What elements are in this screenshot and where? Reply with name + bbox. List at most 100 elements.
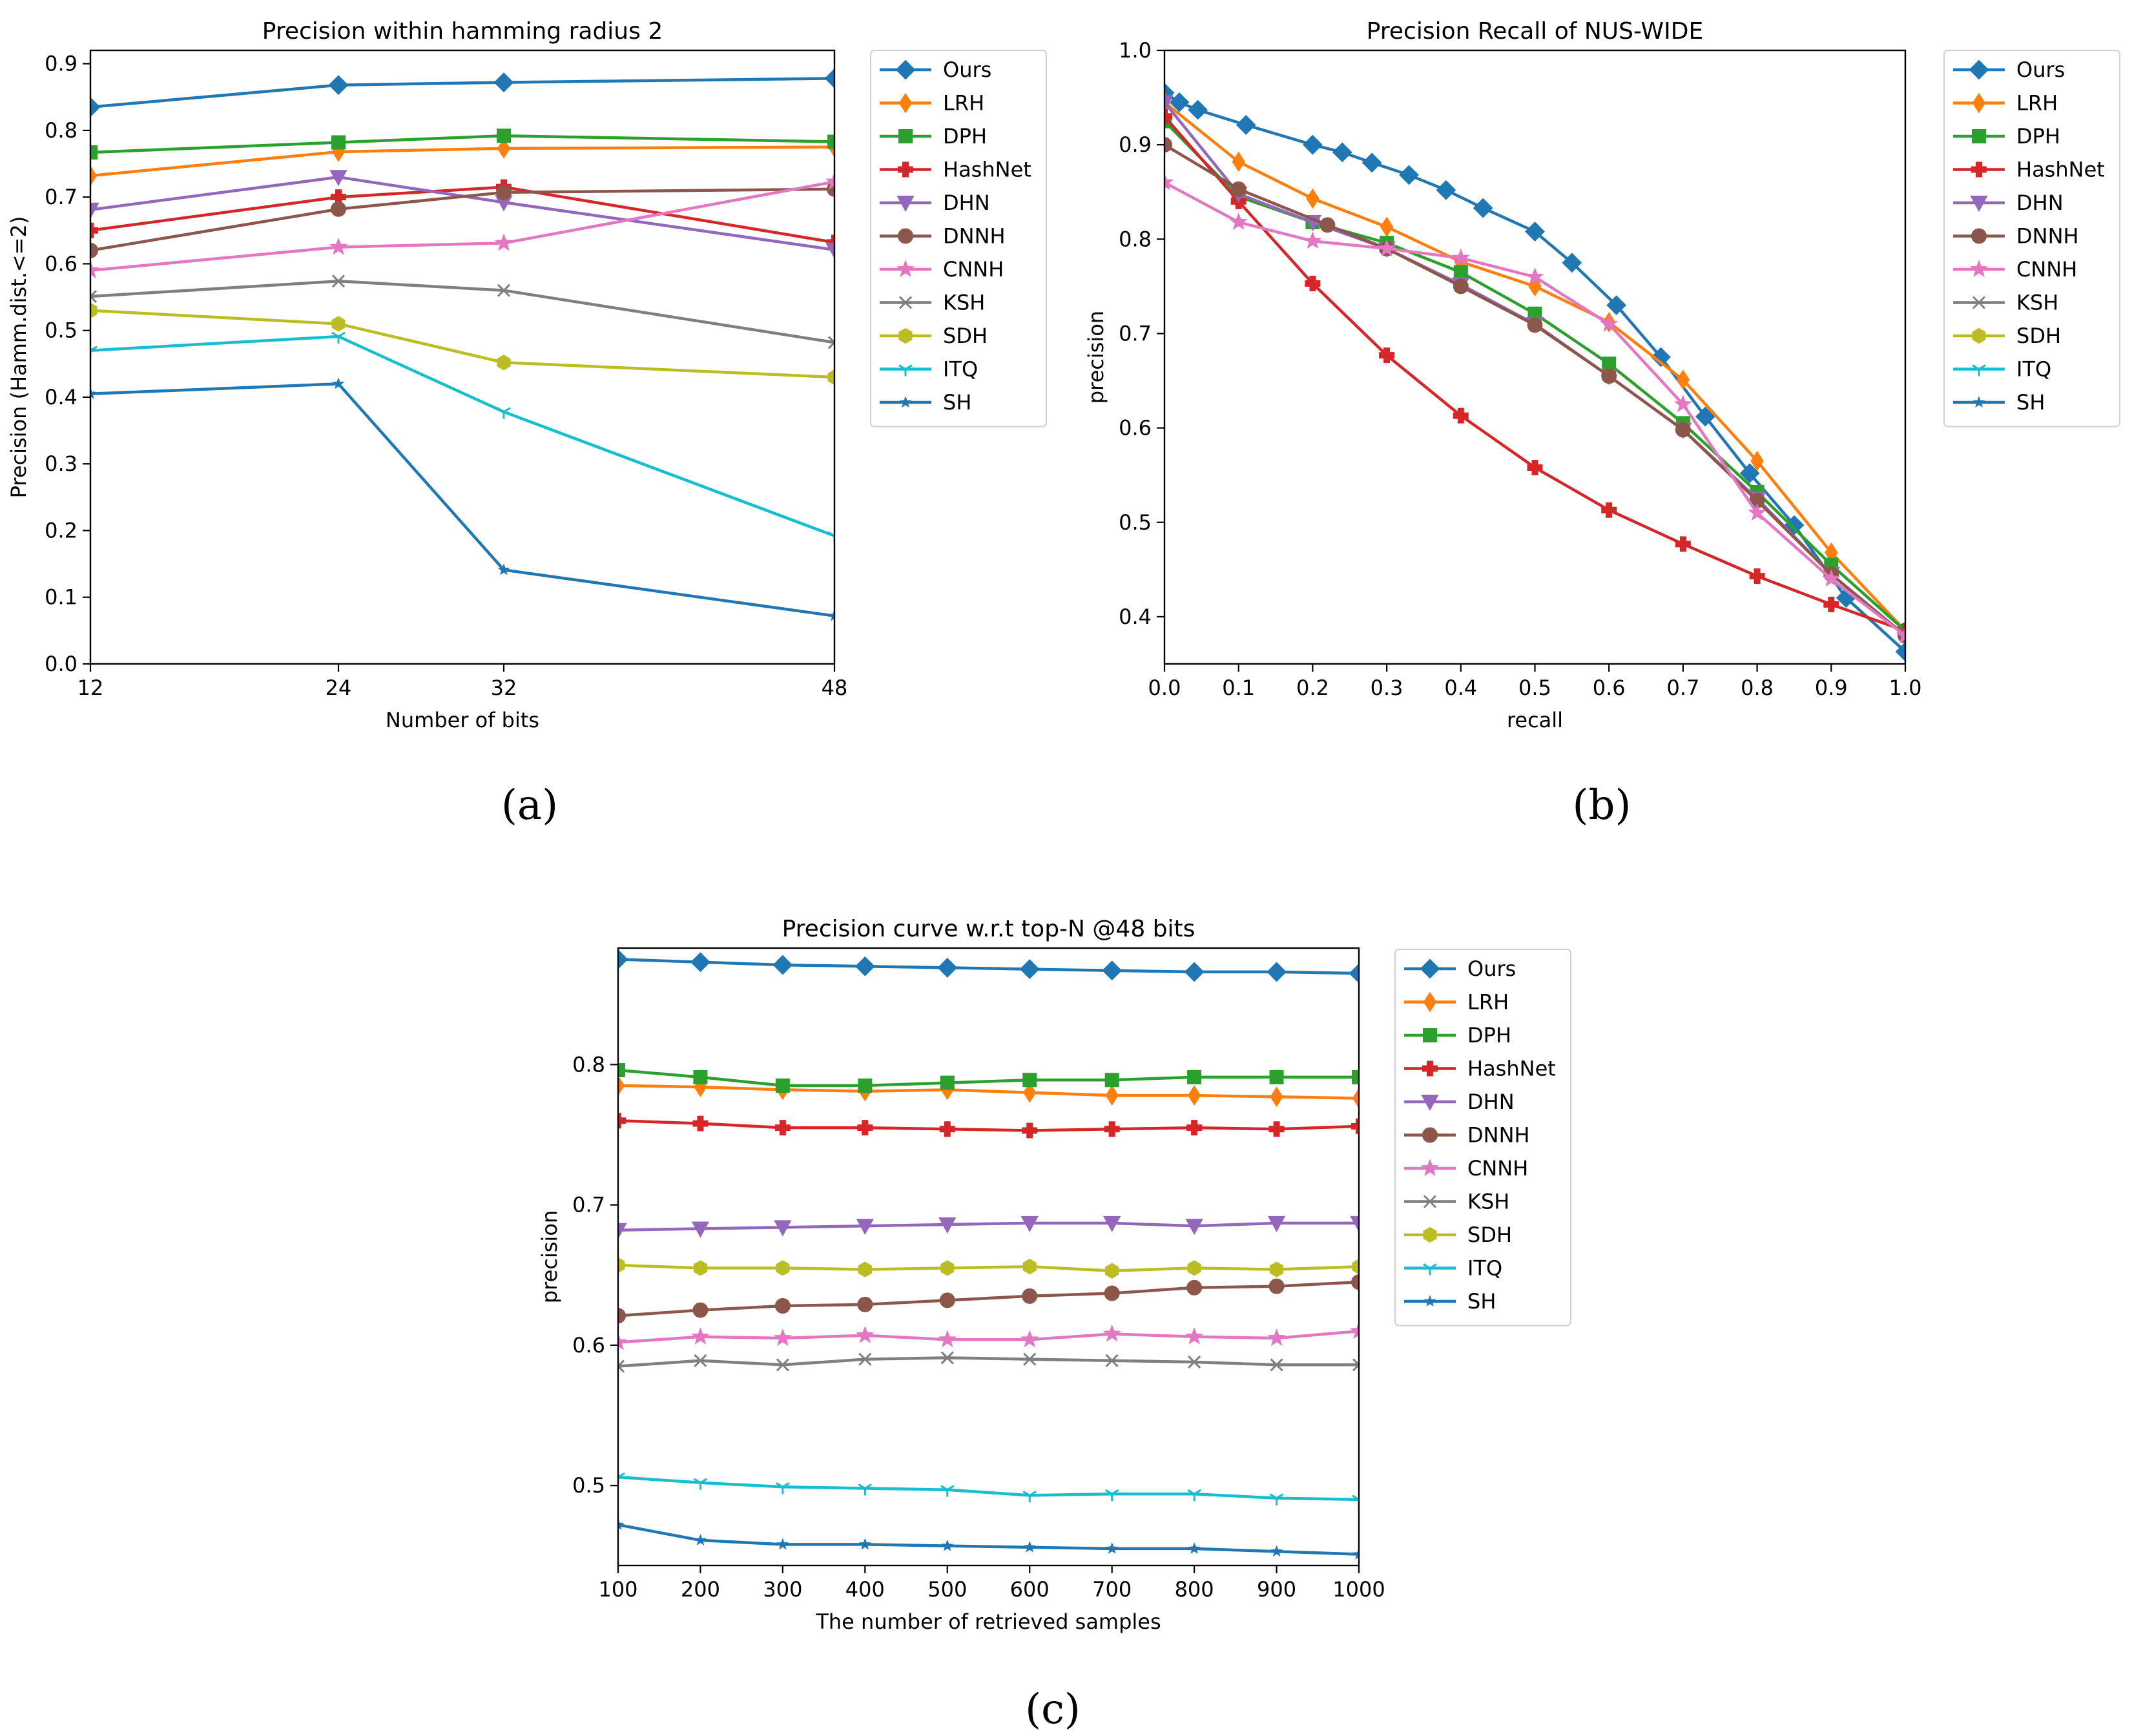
series-dhn [90,170,834,259]
data-point-dnnh [1268,1278,1285,1294]
data-point-dnnh [1453,278,1469,294]
legend-entry-lrh: LRH [1953,91,2058,116]
data-point-lrh [1187,1085,1201,1106]
series-line-dnnh [1164,143,1905,637]
legend-entry-ours: Ours [1953,57,2065,82]
data-point-dhn [618,1223,627,1239]
data-point-hashnet [1104,1121,1120,1137]
legend-label: KSH [943,291,985,315]
data-point-dhn [938,1217,957,1234]
data-point-ours [1267,962,1287,982]
legend-label: HashNet [943,158,1031,182]
data-point-sdh [1187,1260,1201,1276]
x-tick-label: 32 [491,676,517,700]
data-point-ours [328,75,349,96]
legend-box [1394,949,1571,1327]
data-point-ksh [1105,1354,1119,1367]
data-point-dhn [691,1221,710,1238]
legend-label: KSH [1467,1190,1509,1214]
legend-label: KSH [2016,291,2058,315]
data-point-ours [1606,295,1627,316]
legend-marker [1423,1195,1437,1208]
data-point-hashnet [1268,1121,1285,1137]
legend-entry-itq: ITQ [1404,1256,1502,1281]
y-tick-label: 0.4 [1119,604,1152,629]
y-tick-label: 0.6 [45,251,78,276]
data-point-sdh [827,369,834,386]
legend-box [1943,50,2120,428]
legend-entry-sh: SH [880,390,971,415]
series-line-dph [90,134,834,154]
data-point-ours [1651,347,1671,367]
data-point-lrh [90,165,98,186]
legend-label: DNNH [2016,224,2079,249]
plot-area [618,949,1359,1560]
data-point-dph [827,134,834,149]
legend-label: SDH [2016,324,2061,348]
legend-entry-hashnet: HashNet [1404,1057,1556,1081]
legend: Ours LRH DPH HashNet DHN DNNH CNNH KSH SDH ITQ SH [1943,50,2120,428]
data-point-ksh [1188,1355,1201,1369]
series-ksh [90,274,834,349]
y-tick-label: 0.8 [572,1052,605,1077]
data-point-hashnet [1164,108,1172,125]
data-point-dnnh [1675,422,1691,438]
legend-marker [898,129,913,143]
legend-entry-dnnh: DNNH [1953,224,2079,249]
data-point-hashnet [1453,408,1469,424]
data-point-cnnh [773,1328,792,1346]
legend-label: HashNet [1467,1057,1556,1081]
legend-entry-hashnet: HashNet [880,158,1031,182]
plot-area [1164,83,1905,662]
legend-entry-ksh: KSH [1404,1190,1509,1214]
data-point-dnnh [774,1298,791,1314]
chart-title: Precision curve w.r.t top-N @48 bits [782,916,1195,942]
x-tick-label: 600 [1010,1577,1050,1602]
x-tick-label: 1000 [1332,1577,1385,1602]
series-itq [618,1472,1359,1507]
legend-marker [1420,958,1440,979]
data-point-sdh [618,1257,625,1274]
data-point-sdh [90,302,98,318]
data-point-sdh [940,1260,955,1276]
legend-marker [1423,1263,1437,1276]
legend-entry-dph: DPH [880,124,987,149]
legend-entry-dnnh: DNNH [880,224,1006,249]
legend-label: Ours [1467,956,1516,981]
series-dnnh [90,181,834,258]
series-line-ours [1164,91,1905,653]
legend-label: DPH [943,124,987,149]
data-point-cnnh [1020,1330,1039,1348]
data-point-hashnet [331,189,346,205]
legend-label: CNNH [2016,257,2077,282]
data-point-ours [1019,959,1040,980]
data-point-cnnh [938,1330,957,1348]
data-point-cnnh [1526,267,1544,285]
legend-entry-dnnh: DNNH [1404,1123,1530,1148]
data-point-sh [828,609,834,621]
series-ours [1164,83,1905,662]
legend-marker [1423,1226,1437,1243]
legend-label: SH [943,390,971,415]
series-line-sdh [90,309,834,379]
y-axis-label: precision [1084,311,1108,404]
legend-entry-lrh: LRH [1404,990,1509,1015]
legend-label: SH [2016,390,2045,415]
data-point-cnnh [1102,1324,1121,1342]
series-line-dnnh [618,1280,1359,1318]
data-point-dhn [1267,1215,1286,1232]
data-point-cnnh [1673,395,1693,413]
data-point-ours [493,72,514,92]
data-point-ksh [694,1354,707,1367]
data-point-sh [1023,1540,1036,1553]
data-point-hashnet [1601,502,1617,518]
series-sdh [618,1257,1359,1279]
legend-marker [1969,59,1989,80]
y-axis-label: Precision (Hamm.dist.<=2) [6,216,31,499]
data-point-dnnh [1351,1274,1359,1290]
legend-label: Ours [2016,57,2065,82]
legend-label: LRH [2016,91,2058,116]
legend-label: DHN [943,191,990,215]
data-point-dph [618,1063,625,1078]
data-point-lrh [1676,369,1690,390]
